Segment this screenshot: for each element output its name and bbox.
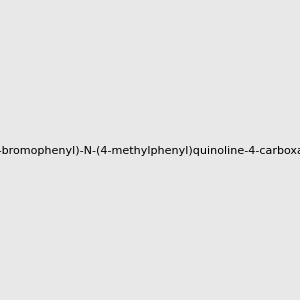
Text: 2-(4-bromophenyl)-N-(4-methylphenyl)quinoline-4-carboxamide: 2-(4-bromophenyl)-N-(4-methylphenyl)quin…: [0, 146, 300, 157]
